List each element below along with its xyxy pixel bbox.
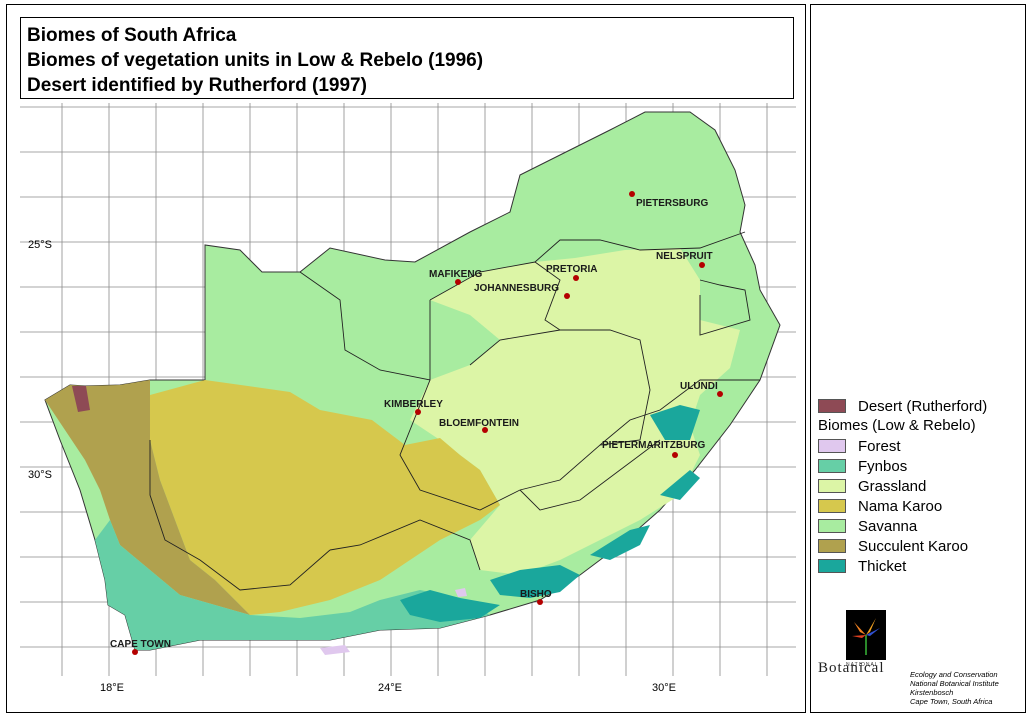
legend: Desert (Rutherford) Biomes (Low & Rebelo… (818, 396, 1018, 576)
logo-small-top: NATIONAL (846, 662, 879, 668)
credit-line: Kirstenbosch (910, 688, 954, 697)
legend-header: Biomes (Low & Rebelo) (818, 417, 976, 434)
legend-label: Savanna (858, 517, 918, 535)
region-grassland (410, 248, 740, 575)
legend-item-thicket: Thicket (818, 556, 1018, 576)
city-marker (672, 452, 678, 458)
region-desert (72, 386, 90, 412)
legend-label: Desert (Rutherford) (858, 397, 988, 415)
legend-label: Nama Karoo (858, 497, 943, 515)
bird-of-paradise-logo-icon (846, 610, 886, 660)
region-nama-karoo (150, 380, 500, 615)
credit-line: National Botanical Institute (910, 679, 999, 688)
legend-item-grassland: Grassland (818, 476, 1018, 496)
legend-item-succulent-karoo: Succulent Karoo (818, 536, 1018, 556)
city-label-cape-town: CAPE TOWN (110, 639, 171, 650)
legend-item-desert: Desert (Rutherford) (818, 396, 1018, 416)
city-marker (132, 649, 138, 655)
city-label-mafikeng: MAFIKENG (429, 269, 483, 280)
legend-swatch (818, 479, 846, 493)
logo-wordmark: Botanical (818, 660, 885, 676)
legend-swatch (818, 439, 846, 453)
city-markers (132, 191, 723, 655)
lon-label-24e: 24°E (378, 682, 402, 694)
city-label-kimberley: KIMBERLEY (384, 399, 443, 410)
legend-swatch (818, 459, 846, 473)
map-title: Biomes of South Africa (27, 25, 237, 46)
region-forest (320, 588, 467, 655)
legend-label: Forest (858, 437, 901, 455)
city-label-ulundi: ULUNDI (680, 381, 718, 392)
city-marker (455, 279, 461, 285)
legend-item-fynbos: Fynbos (818, 456, 1018, 476)
city-label-pietermaritzburg: PIETERMARITZBURG (602, 440, 706, 451)
lon-label-18e: 18°E (100, 682, 124, 694)
city-marker (573, 275, 579, 281)
city-label-bisho: BISHO (520, 589, 552, 600)
city-marker (564, 293, 570, 299)
lat-label-30s: 30°S (28, 469, 52, 481)
legend-swatch (818, 499, 846, 513)
credits: Ecology and Conservation National Botani… (910, 670, 999, 706)
city-label-nelspruit: NELSPRUIT (656, 251, 713, 262)
city-label-pretoria: PRETORIA (546, 264, 598, 275)
legend-swatch (818, 539, 846, 553)
legend-item-savanna: Savanna (818, 516, 1018, 536)
legend-swatch (818, 399, 846, 413)
legend-label: Thicket (858, 557, 907, 575)
city-marker (415, 409, 421, 415)
city-marker (629, 191, 635, 197)
city-label-johannesburg: JOHANNESBURG (474, 283, 559, 294)
city-label-bloemfontein: BLOEMFONTEIN (439, 418, 519, 429)
map-subtitle-1: Biomes of vegetation units in Low & Rebe… (27, 50, 484, 71)
city-marker (699, 262, 705, 268)
legend-swatch (818, 519, 846, 533)
city-marker (537, 599, 543, 605)
map-subtitle-2: Desert identified by Rutherford (1997) (27, 75, 367, 96)
map-title-box: Biomes of South Africa Biomes of vegetat… (20, 17, 794, 99)
credit-line: Cape Town, South Africa (910, 697, 993, 706)
legend-label: Succulent Karoo (858, 537, 969, 555)
city-marker (482, 427, 488, 433)
legend-label: Fynbos (858, 457, 908, 475)
lat-label-25s: 25°S (28, 239, 52, 251)
city-label-pietersburg: PIETERSBURG (636, 198, 708, 209)
provincial-boundaries (149, 231, 760, 591)
city-marker (717, 391, 723, 397)
region-succulent-karoo (45, 380, 250, 615)
legend-item-forest: Forest (818, 436, 1018, 456)
lon-label-30e: 30°E (652, 682, 676, 694)
legend-item-nama-karoo: Nama Karoo (818, 496, 1018, 516)
region-fynbos (95, 520, 490, 650)
legend-swatch (818, 559, 846, 573)
region-thicket (400, 405, 700, 622)
credit-line: Ecology and Conservation (910, 670, 998, 679)
legend-frame (810, 4, 1026, 713)
legend-label: Grassland (858, 477, 927, 495)
